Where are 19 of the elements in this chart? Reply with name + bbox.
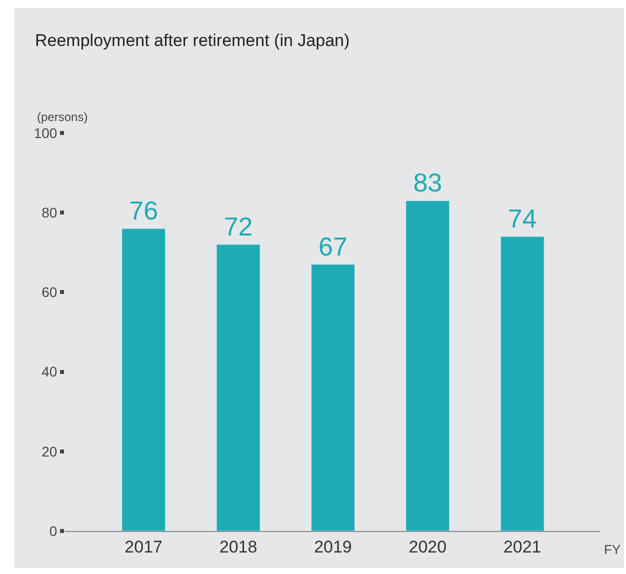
y-tick-label: 20 [42,443,58,460]
y-axis-title: (persons) [37,110,88,124]
y-tick-label: 40 [42,364,58,380]
x-tick-label: 2018 [219,537,258,556]
y-tick-label: 80 [42,204,58,220]
x-axis-title: FY [604,542,621,557]
data-label: 83 [413,168,442,198]
x-tick-label: 2017 [124,537,163,556]
y-tick-label: 0 [49,522,58,539]
data-label: 72 [224,211,253,242]
x-tick-label: 2020 [408,537,447,556]
chart-title: Reemployment after retirement (in Japan) [35,30,350,50]
data-label: 74 [508,203,537,234]
x-tick-label: 2019 [314,537,352,556]
y-tick-label: 60 [42,284,58,300]
data-label: 76 [129,196,158,226]
x-tick-label: 2021 [503,537,542,556]
y-tick-label: 100 [34,124,58,141]
data-label: 67 [318,231,348,262]
